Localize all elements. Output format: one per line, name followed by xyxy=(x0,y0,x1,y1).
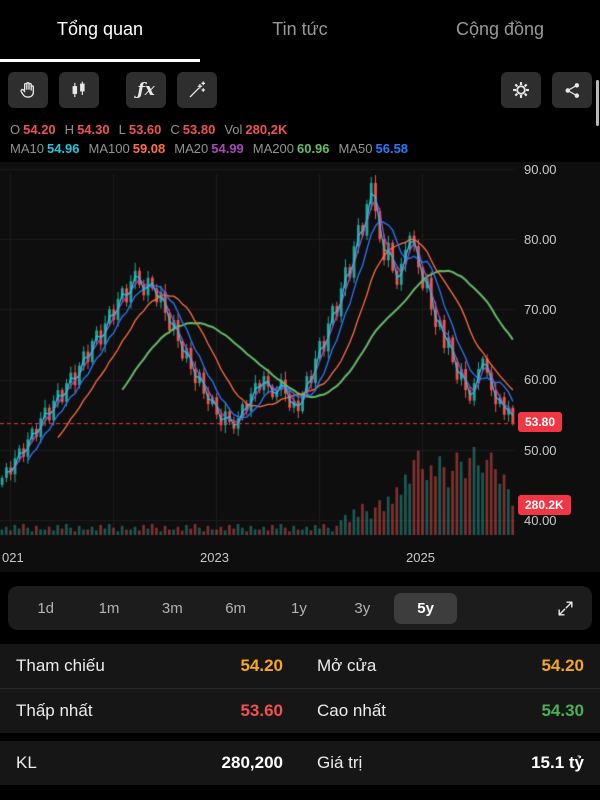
stat-row-reference-open: Tham chiếu 54.20 Mở cửa 54.20 xyxy=(0,644,600,688)
chart-legend: O 54.20 H 54.30 L 53.60 C 53.80 Vol 280,2K MA10 54… xyxy=(0,118,600,162)
y-axis-tick: 90.00 xyxy=(524,162,557,177)
ma50-value: 56.58 xyxy=(375,141,409,156)
ma10-label: MA10 xyxy=(10,141,44,156)
x-axis-tick: 021 xyxy=(2,550,24,565)
stat-value: 53.60 xyxy=(240,701,283,720)
x-axis-tick: 2025 xyxy=(406,550,435,565)
stat-low: Thấp nhất 53.60 xyxy=(16,701,283,721)
range-selector: 1d 1m 3m 6m 1y 3y 5y xyxy=(8,586,592,630)
share-icon xyxy=(563,81,582,100)
ohlc-vol-label: Vol xyxy=(224,122,243,137)
candlestick-icon xyxy=(69,80,89,100)
stat-value: 280,200 xyxy=(221,753,283,772)
indicators-button[interactable]: ƒx xyxy=(126,72,166,108)
expand-icon xyxy=(556,599,575,618)
chart-type-button[interactable] xyxy=(59,72,99,108)
stat-label: Tham chiếu xyxy=(16,656,105,675)
stat-value: 54.30 xyxy=(541,701,584,720)
ohlc-open-label: O xyxy=(10,122,21,137)
hand-icon xyxy=(18,80,38,100)
stat-open: Mở cửa 54.20 xyxy=(317,656,584,676)
ohlc-close-label: C xyxy=(170,122,180,137)
last-volume-badge: 280.2K xyxy=(518,495,571,515)
ohlc-close-value: 53.80 xyxy=(182,122,216,137)
stat-row-low-high: Thấp nhất 53.60 Cao nhất 54.30 xyxy=(0,688,600,733)
ma10-value: 54.96 xyxy=(46,141,80,156)
fullscreen-button[interactable] xyxy=(546,590,586,626)
range-1d[interactable]: 1d xyxy=(37,599,54,617)
ma200-label: MA200 xyxy=(252,141,294,156)
range-1y[interactable]: 1y xyxy=(291,599,307,617)
stat-value: 54.20 xyxy=(541,656,584,675)
y-axis-tick: 40.00 xyxy=(524,513,557,528)
range-6m[interactable]: 6m xyxy=(225,599,247,617)
candlestick-chart-canvas[interactable] xyxy=(0,162,600,547)
stat-trade-value: Giá trị 15.1 tỷ xyxy=(317,753,584,773)
ohlc-low-label: L xyxy=(118,122,126,137)
range-1m[interactable]: 1m xyxy=(98,599,120,617)
stat-row-volume-value: KL 280,200 Giá trị 15.1 tỷ xyxy=(0,741,600,785)
magic-tools-button[interactable] xyxy=(177,72,217,108)
settings-button[interactable] xyxy=(501,72,541,108)
range-5y[interactable]: 5y xyxy=(393,592,458,624)
y-axis-tick: 50.00 xyxy=(524,443,557,458)
stat-label: Giá trị xyxy=(317,753,363,772)
y-axis-tick: 80.00 xyxy=(524,232,557,247)
x-axis-tick: 2023 xyxy=(200,550,229,565)
stat-volume: KL 280,200 xyxy=(16,753,283,773)
tab-community[interactable]: Cộng đồng xyxy=(455,19,545,39)
tab-news[interactable]: Tin tức xyxy=(272,19,328,39)
magic-wand-icon xyxy=(187,80,207,100)
ohlc-legend-row: O 54.20 H 54.30 L 53.60 C 53.80 Vol 280,2K xyxy=(10,120,590,139)
gear-icon xyxy=(511,80,531,100)
y-axis-tick: 70.00 xyxy=(524,302,557,317)
pan-hand-button[interactable] xyxy=(8,72,48,108)
range-3m[interactable]: 3m xyxy=(161,599,183,617)
stat-label: Cao nhất xyxy=(317,701,386,720)
tab-overview[interactable]: Tổng quan xyxy=(0,0,200,62)
ohlc-high-label: H xyxy=(64,122,75,137)
ma20-label: MA20 xyxy=(174,141,209,156)
fx-icon: ƒx xyxy=(137,80,155,100)
ohlc-open-value: 54.20 xyxy=(23,122,56,137)
stat-reference: Tham chiếu 54.20 xyxy=(16,656,283,676)
ma20-value: 54.99 xyxy=(211,141,244,156)
ma100-value: 59.08 xyxy=(132,141,166,156)
price-chart: 90.00 80.00 70.00 60.00 50.00 40.00 021 … xyxy=(0,162,600,572)
ma100-label: MA100 xyxy=(88,141,130,156)
stat-value: 54.20 xyxy=(240,656,283,675)
stat-high: Cao nhất 54.30 xyxy=(317,701,584,721)
ma200-value: 60.96 xyxy=(296,141,330,156)
stat-label: Thấp nhất xyxy=(16,701,93,720)
top-tab-bar: Tổng quan Tin tức Cộng đồng xyxy=(0,0,600,62)
stats-group-2: KL 280,200 Giá trị 15.1 tỷ xyxy=(0,741,600,785)
stat-label: Mở cửa xyxy=(317,656,377,675)
y-axis-tick: 60.00 xyxy=(524,372,557,387)
ohlc-vol-value: 280,2K xyxy=(245,122,288,137)
ohlc-low-value: 53.60 xyxy=(128,122,162,137)
ohlc-high-value: 54.30 xyxy=(77,122,110,137)
stat-value: 15.1 tỷ xyxy=(531,753,584,772)
ma50-label: MA50 xyxy=(338,141,373,156)
stats-group-1: Tham chiếu 54.20 Mở cửa 54.20 Thấp nhất … xyxy=(0,644,600,733)
ma-legend-row: MA10 54.96 MA100 59.08 MA20 54.99 MA200 60.96 MA… xyxy=(10,139,590,158)
share-button[interactable] xyxy=(552,72,592,108)
chart-toolbar: ƒx xyxy=(0,62,600,118)
scrollbar-thumb[interactable] xyxy=(596,80,599,126)
last-price-badge: 53.80 xyxy=(518,412,563,432)
stat-label: KL xyxy=(16,753,37,772)
range-3y[interactable]: 3y xyxy=(354,599,371,617)
